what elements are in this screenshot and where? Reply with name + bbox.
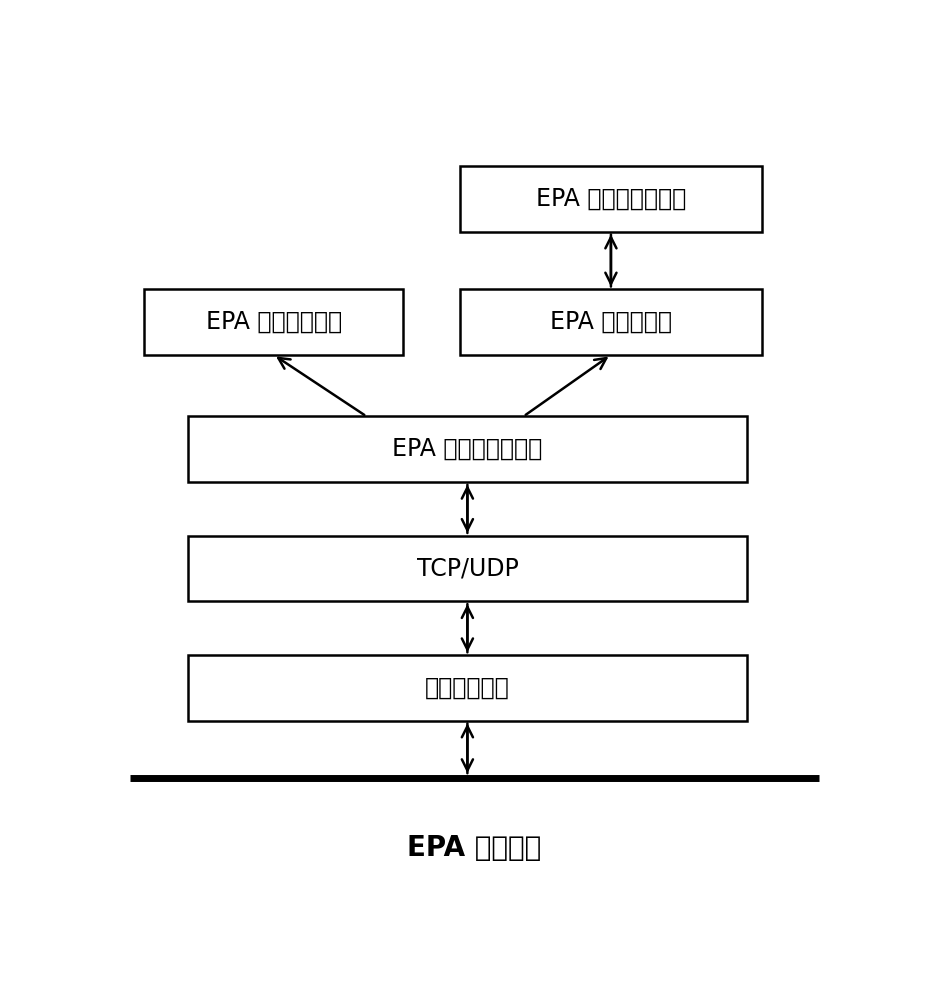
Bar [187,655,747,721]
Bar [144,289,403,355]
Text: TCP/UDP: TCP/UDP [417,557,519,581]
Text: EPA 管理系统模块: EPA 管理系统模块 [206,310,342,334]
Text: EPA 应用层模块: EPA 应用层模块 [550,310,672,334]
Text: EPA 控制网络: EPA 控制网络 [407,834,542,862]
Bar [187,536,747,601]
Bar [460,289,761,355]
Text: EPA 用户层应用模块: EPA 用户层应用模块 [536,187,686,211]
Bar [187,416,747,482]
Text: 无线通信模块: 无线通信模块 [425,676,510,700]
Bar [460,166,761,232]
Text: EPA 套接字映射模块: EPA 套接字映射模块 [393,437,543,461]
